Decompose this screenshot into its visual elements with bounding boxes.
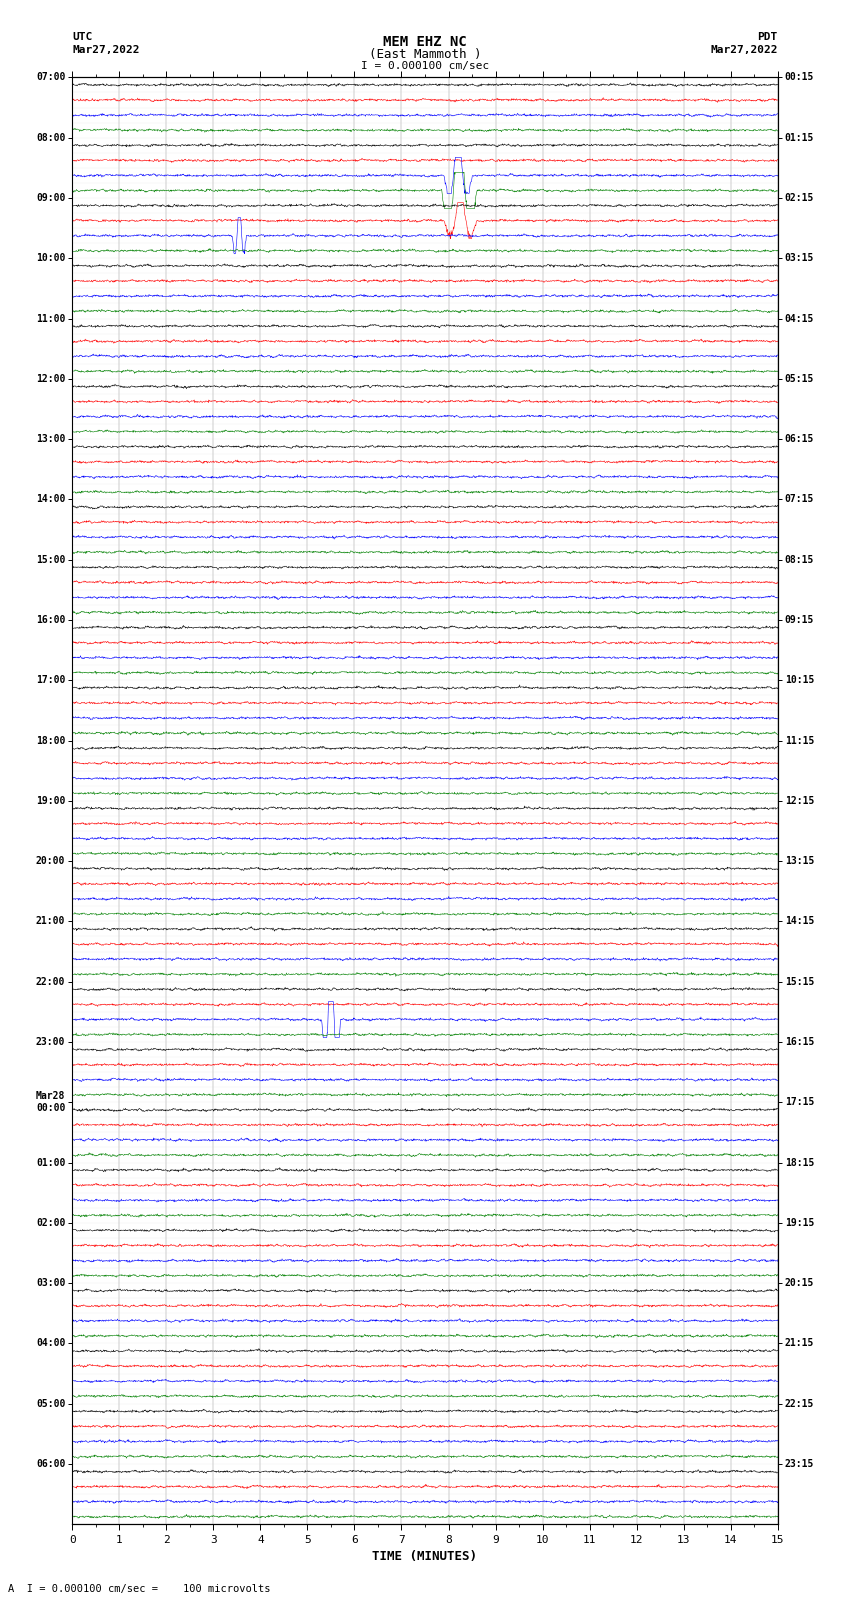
Text: Mar27,2022: Mar27,2022: [72, 45, 139, 55]
Text: PDT: PDT: [757, 32, 778, 42]
Text: A  I = 0.000100 cm/sec =    100 microvolts: A I = 0.000100 cm/sec = 100 microvolts: [8, 1584, 271, 1594]
Text: (East Mammoth ): (East Mammoth ): [369, 48, 481, 61]
Text: MEM EHZ NC: MEM EHZ NC: [383, 35, 467, 50]
Text: UTC: UTC: [72, 32, 93, 42]
X-axis label: TIME (MINUTES): TIME (MINUTES): [372, 1550, 478, 1563]
Text: I = 0.000100 cm/sec: I = 0.000100 cm/sec: [361, 61, 489, 71]
Text: Mar27,2022: Mar27,2022: [711, 45, 778, 55]
